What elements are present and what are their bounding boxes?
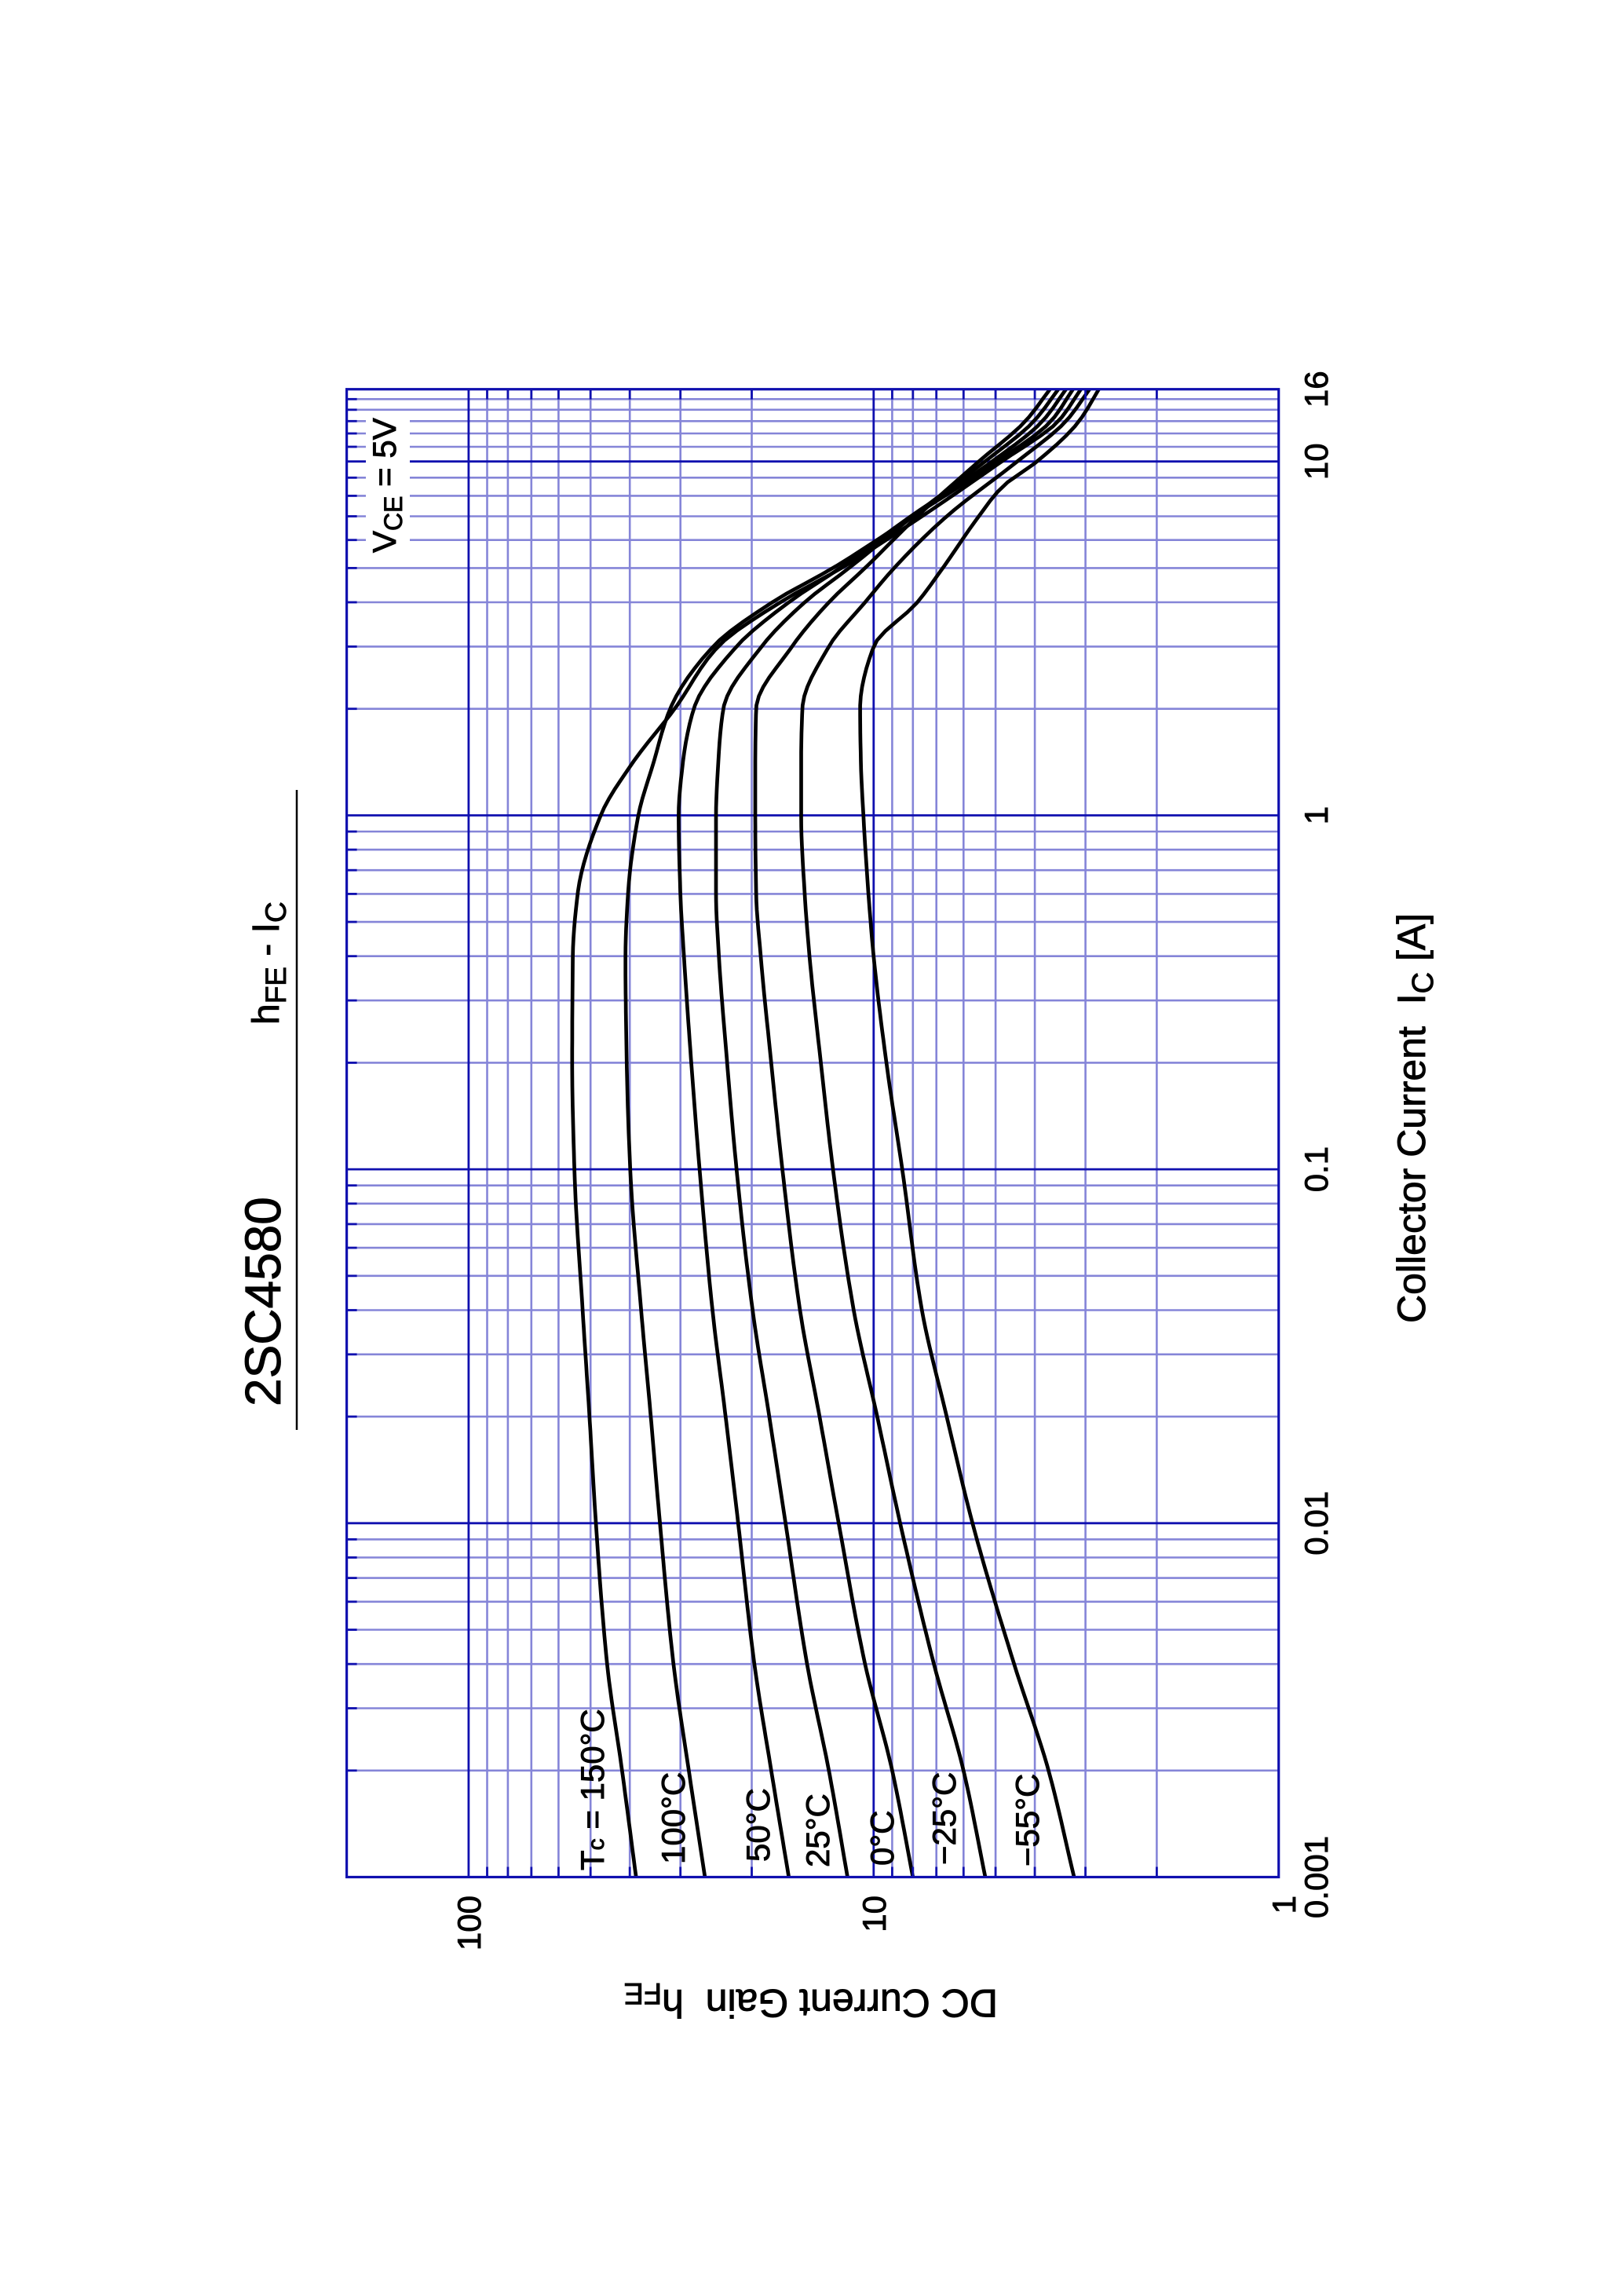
svg-text:16: 16 [1298,371,1335,408]
svg-text:DC Current Gain hFE: DC Current Gain hFE [624,1976,999,2025]
svg-text:50°C: 50°C [740,1788,776,1862]
svg-text:2SC4580: 2SC4580 [235,1197,291,1406]
svg-text:10: 10 [856,1896,893,1932]
svg-text:−25°C: −25°C [926,1772,963,1865]
svg-text:0.1: 0.1 [1298,1146,1335,1192]
svg-text:1: 1 [1298,806,1335,824]
svg-text:0°C: 0°C [864,1811,901,1866]
svg-text:Collector Current IC [A]: Collector Current IC [A] [1390,913,1440,1323]
svg-text:Tc = 150°C: Tc = 150°C [574,1709,611,1870]
svg-text:0.01: 0.01 [1298,1491,1335,1556]
svg-text:25°C: 25°C [799,1793,836,1867]
svg-text:0.001: 0.001 [1298,1836,1335,1918]
svg-text:10: 10 [1298,443,1335,480]
svg-text:−55°C: −55°C [1009,1774,1046,1866]
svg-text:100°C: 100°C [655,1772,692,1864]
svg-text:hFE - IC: hFE - IC [246,901,292,1025]
svg-text:VCE = 5V: VCE = 5V [366,418,407,553]
svg-text:100: 100 [451,1896,488,1951]
svg-text:1: 1 [1266,1896,1302,1914]
